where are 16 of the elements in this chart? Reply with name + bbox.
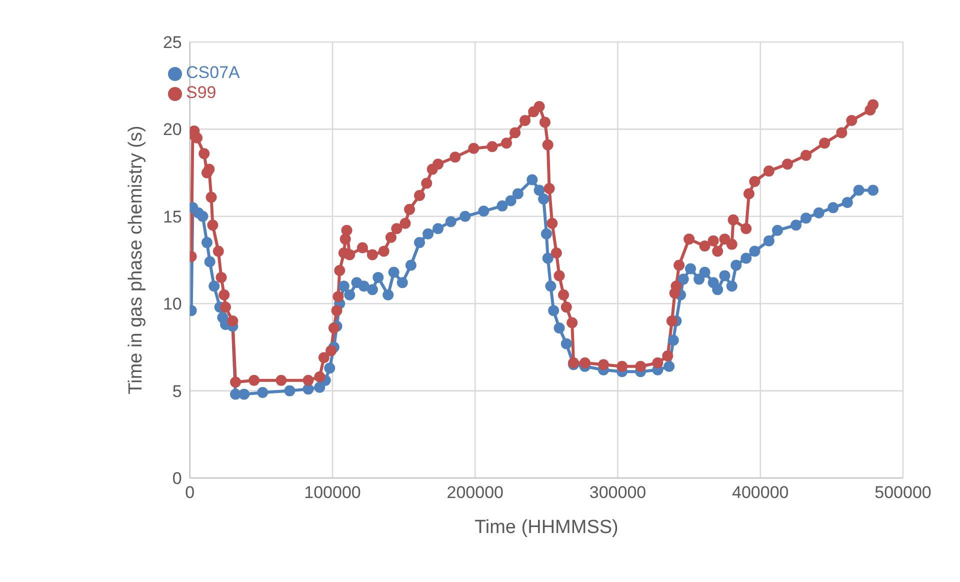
y-tick-label: 20 [162, 120, 182, 140]
x-tick-label: 200000 [446, 483, 504, 502]
x-tick-label: 100000 [304, 483, 361, 502]
y-tick-label: 15 [162, 207, 182, 226]
x-tick-label: 300000 [589, 483, 646, 502]
legend-label: CS07A [186, 63, 240, 82]
y-axis-title: Time in gas phase chemistry (s) [126, 126, 147, 394]
y-tick-label: 25 [162, 33, 182, 52]
x-tick-label: 0 [185, 483, 195, 502]
x-axis-title: Time (HHMMSS) [474, 517, 618, 538]
x-tick-label: 500000 [874, 483, 932, 502]
y-tick-label: 10 [162, 294, 182, 314]
y-tick-label: 5 [172, 382, 182, 401]
x-tick-label: 400000 [732, 483, 789, 502]
legend-label: S99 [186, 83, 216, 102]
y-tick-label: 0 [172, 469, 182, 488]
